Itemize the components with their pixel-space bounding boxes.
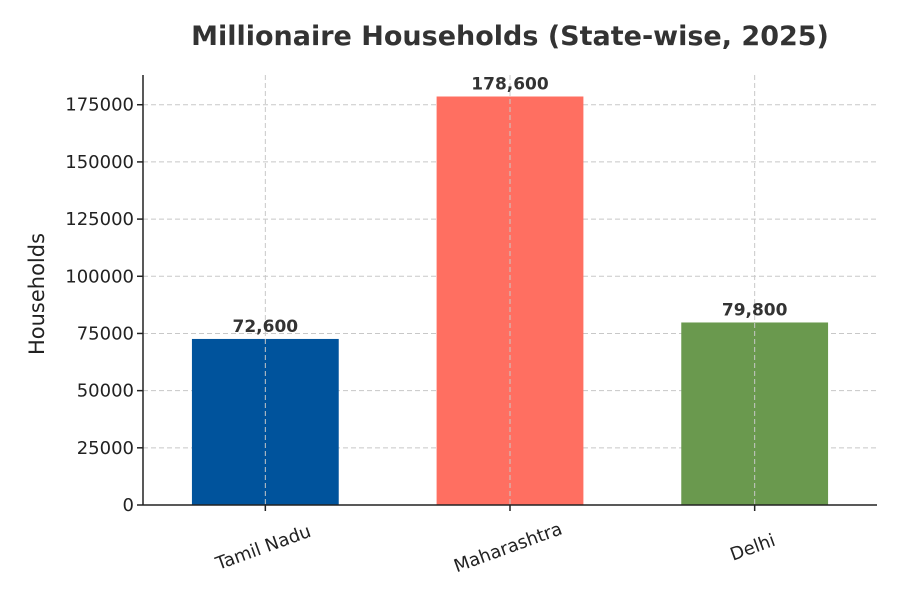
x-tick-label: Maharashtra [451,519,565,578]
axes [137,75,877,511]
data-label: 72,600 [233,317,299,337]
y-tick-label: 75000 [77,323,134,344]
y-tick-label: 175000 [65,95,134,116]
chart-title: Millionaire Households (State-wise, 2025… [191,21,829,52]
y-tick-label: 0 [123,495,134,516]
labels: 0 25000 50000 75000 100000 125000 150000 175000… [65,75,787,578]
y-tick-label: 25000 [77,438,134,459]
x-tick-label: Tamil Nadu [212,521,314,575]
y-axis-label: Households [25,233,49,355]
y-tick-label: 50000 [77,381,134,402]
y-tick-label: 125000 [65,209,134,230]
y-tick-label: 100000 [65,266,134,287]
data-label: 178,600 [471,75,549,95]
x-tick-label: Delhi [727,530,778,566]
data-label: 79,800 [722,300,788,320]
y-tick-label: 150000 [65,152,134,173]
